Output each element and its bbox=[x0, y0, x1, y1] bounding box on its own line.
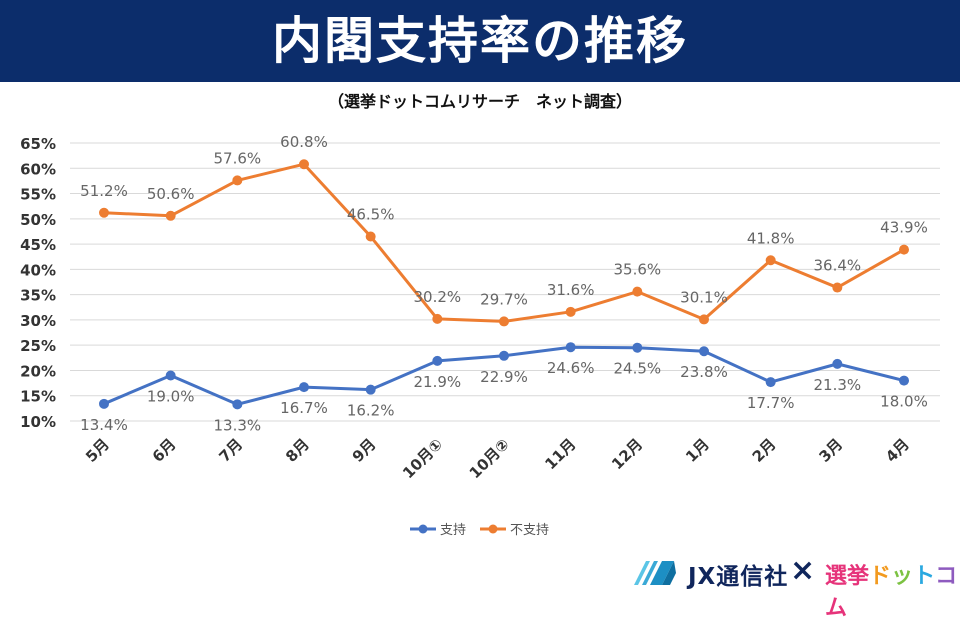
data-point bbox=[632, 342, 643, 353]
jx-logo-text: JX通信社 bbox=[688, 564, 789, 590]
data-label: 35.6% bbox=[614, 261, 662, 279]
data-point bbox=[499, 350, 509, 361]
data-point bbox=[165, 370, 176, 381]
data-point bbox=[565, 342, 576, 353]
footer-logos: JX通信社 × 選挙ドットコム bbox=[630, 553, 960, 621]
data-point bbox=[365, 231, 376, 242]
data-point bbox=[899, 375, 909, 386]
x-tick-label: 1月 bbox=[682, 435, 713, 466]
data-label: 16.7% bbox=[280, 399, 328, 417]
y-tick-label: 65% bbox=[20, 135, 56, 153]
legend-marker bbox=[488, 524, 498, 534]
data-point bbox=[232, 175, 243, 186]
y-axis: 10% 15% 20% 25% 30% 35% 40% 45% 50% 55% 60% 65% bbox=[20, 135, 56, 431]
y-tick-label: 15% bbox=[20, 388, 56, 406]
x-tick-label: 8月 bbox=[282, 435, 313, 466]
data-label: 13.4% bbox=[80, 416, 128, 434]
data-label: 23.8% bbox=[680, 363, 728, 381]
data-point bbox=[832, 282, 843, 293]
data-label: 43.9% bbox=[880, 219, 928, 237]
data-point bbox=[365, 384, 376, 395]
data-label: 21.3% bbox=[814, 376, 862, 394]
data-label: 60.8% bbox=[280, 133, 328, 151]
jx-logo-icon bbox=[634, 561, 676, 585]
data-label: 50.6% bbox=[147, 185, 195, 203]
legend: 支持 不支持 bbox=[410, 523, 549, 538]
data-point bbox=[899, 244, 909, 255]
line-chart: 10% 15% 20% 25% 30% 35% 40% 45% 50% 55% 60% 65% 5月 6… bbox=[20, 133, 940, 538]
page-title: 内閣支持率の推移 bbox=[272, 12, 688, 70]
grid-lines bbox=[70, 142, 940, 422]
data-label: 31.6% bbox=[547, 281, 595, 299]
data-label: 17.7% bbox=[747, 394, 795, 412]
x-tick-label: 5月 bbox=[82, 435, 113, 466]
data-point bbox=[499, 316, 509, 327]
y-tick-label: 45% bbox=[20, 236, 56, 254]
senkyo-logo-text: 選挙ドットコム bbox=[825, 564, 958, 621]
x-axis: 5月 6月 7月 8月 9月 10月① 10月② 11月 12月 1月 2月 3月 4月 bbox=[82, 435, 913, 482]
title-banner bbox=[0, 0, 960, 82]
data-point bbox=[565, 306, 576, 317]
data-label: 51.2% bbox=[80, 182, 128, 200]
data-label: 13.3% bbox=[214, 416, 262, 434]
y-tick-label: 10% bbox=[20, 413, 56, 431]
data-label: 29.7% bbox=[480, 290, 528, 308]
data-point bbox=[832, 358, 843, 369]
series-group: 13.4% 19.0% 13.3% 16.7% 16.2% 21.9% 22.9% 24.6%… bbox=[80, 133, 928, 434]
data-point bbox=[765, 377, 776, 388]
page-subtitle: （選挙ドットコムリサーチ ネット調査） bbox=[327, 92, 632, 111]
data-point bbox=[632, 286, 643, 297]
y-tick-label: 20% bbox=[20, 362, 56, 380]
data-label: 41.8% bbox=[747, 229, 795, 247]
x-tick-label: 4月 bbox=[882, 435, 913, 466]
series-approve: 13.4% 19.0% 13.3% 16.7% 16.2% 21.9% 22.9% 24.6%… bbox=[80, 342, 928, 434]
data-label: 24.6% bbox=[547, 359, 595, 377]
data-point bbox=[232, 399, 243, 410]
x-tick-label: 12月 bbox=[608, 435, 646, 473]
x-tick-label: 7月 bbox=[215, 435, 246, 466]
x-tick-label: 11月 bbox=[541, 435, 579, 473]
legend-label: 支持 bbox=[440, 523, 466, 538]
data-label: 57.6% bbox=[214, 149, 262, 167]
data-point bbox=[99, 207, 109, 218]
x-tick-label: 3月 bbox=[815, 435, 846, 466]
data-point bbox=[299, 382, 309, 393]
x-tick-label: 10月① bbox=[399, 435, 446, 482]
data-label: 30.1% bbox=[680, 288, 728, 306]
data-point bbox=[699, 314, 709, 325]
data-label: 30.2% bbox=[414, 288, 462, 306]
legend-label: 不支持 bbox=[510, 523, 549, 538]
y-tick-label: 35% bbox=[20, 287, 56, 305]
y-tick-label: 25% bbox=[20, 337, 56, 355]
y-tick-label: 55% bbox=[20, 186, 56, 204]
data-label: 16.2% bbox=[347, 402, 395, 420]
x-tick-label: 10月② bbox=[466, 435, 513, 482]
x-tick-label: 9月 bbox=[349, 435, 380, 466]
x-tick-label: 6月 bbox=[149, 435, 180, 466]
data-point bbox=[99, 398, 109, 409]
data-label: 24.5% bbox=[614, 360, 662, 378]
y-tick-label: 40% bbox=[20, 261, 56, 279]
y-tick-label: 50% bbox=[20, 211, 56, 229]
y-tick-label: 60% bbox=[20, 160, 56, 178]
data-label: 36.4% bbox=[814, 257, 862, 275]
data-point bbox=[165, 210, 176, 221]
data-label: 18.0% bbox=[880, 393, 928, 411]
data-label: 46.5% bbox=[347, 206, 395, 224]
data-point bbox=[765, 255, 776, 266]
data-point bbox=[432, 355, 443, 366]
data-point bbox=[299, 159, 309, 170]
cross-symbol: × bbox=[790, 553, 816, 588]
y-tick-label: 30% bbox=[20, 312, 56, 330]
data-label: 21.9% bbox=[414, 373, 462, 391]
data-point bbox=[432, 313, 443, 324]
data-label: 22.9% bbox=[480, 368, 528, 386]
data-point bbox=[699, 346, 709, 357]
data-label: 19.0% bbox=[147, 388, 195, 406]
series-disapprove: 51.2% 50.6% 57.6% 60.8% 46.5% 30.2% 29.7% 31.6%… bbox=[80, 133, 928, 327]
legend-marker bbox=[418, 524, 428, 534]
x-tick-label: 2月 bbox=[749, 435, 780, 466]
